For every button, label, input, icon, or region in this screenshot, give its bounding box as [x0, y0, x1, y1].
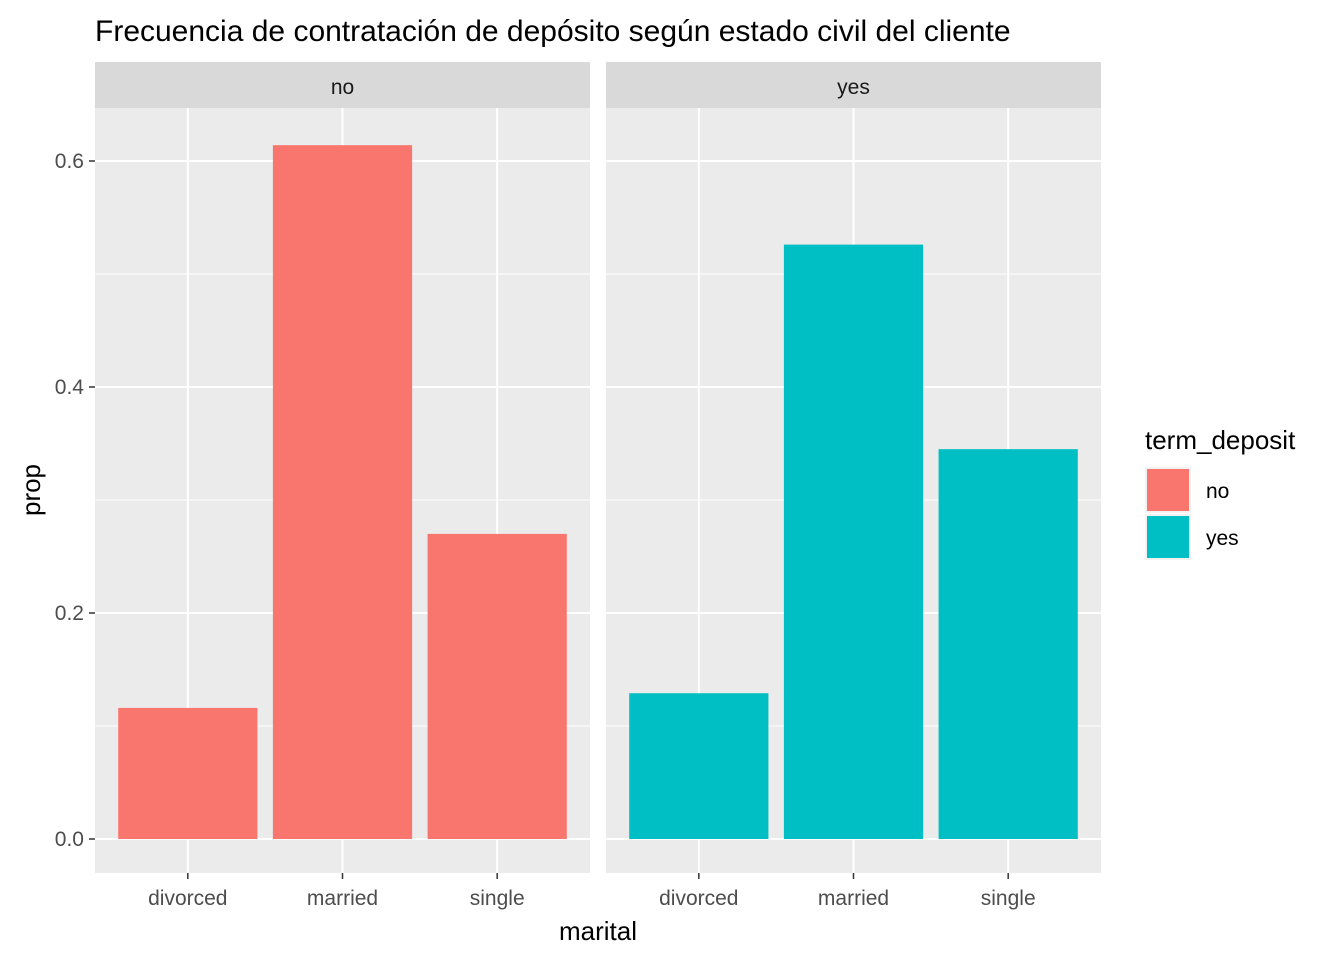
y-axis-title: prop: [16, 464, 46, 516]
x-tick-label: divorced: [659, 887, 738, 910]
x-axis-title: marital: [559, 916, 637, 946]
y-tick-label: 0.2: [55, 602, 84, 625]
x-tick-label: married: [307, 887, 378, 910]
bar-no-divorced: [118, 707, 258, 839]
facet-strip: [606, 62, 1101, 108]
bar-no-single: [427, 533, 567, 839]
bar-yes-married: [783, 244, 924, 839]
bar-no-married: [272, 145, 413, 839]
x-tick-label: married: [818, 887, 889, 910]
legend-key-no: [1147, 469, 1189, 511]
legend-key-yes: [1147, 516, 1189, 558]
facet-strip-label: yes: [837, 76, 870, 99]
legend-label-yes: yes: [1206, 527, 1239, 550]
legend-title: term_deposit: [1145, 425, 1296, 455]
chart-title: Frecuencia de contratación de depósito s…: [95, 15, 1011, 48]
legend-label-no: no: [1206, 480, 1229, 503]
facet-strip-label: no: [331, 76, 354, 99]
legend: term_deposit no yes: [1145, 425, 1296, 560]
facet-strip: [95, 62, 590, 108]
bar-yes-divorced: [629, 693, 769, 839]
y-tick-label: 0.4: [55, 376, 85, 399]
x-tick-label: single: [470, 887, 525, 910]
x-tick-label: single: [981, 887, 1036, 910]
x-tick-label: divorced: [148, 887, 227, 910]
y-tick-label: 0.0: [55, 828, 84, 851]
y-tick-label: 0.6: [55, 150, 84, 173]
bar-yes-single: [938, 449, 1078, 839]
